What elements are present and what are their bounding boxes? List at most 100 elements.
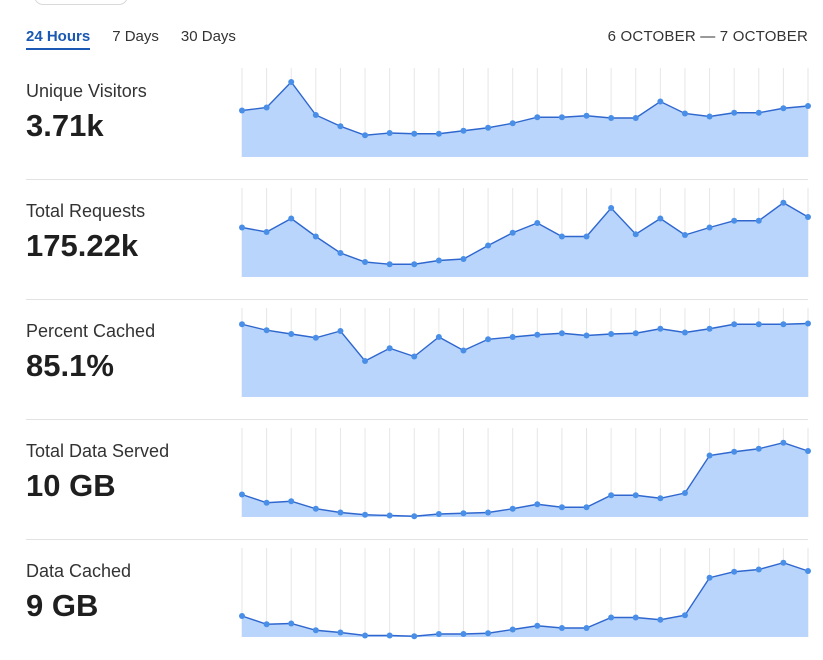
data-point [805, 448, 811, 454]
data-point [312, 505, 319, 512]
data-point [805, 103, 811, 109]
area-fill [242, 82, 808, 157]
data-point [435, 257, 442, 264]
data-point [435, 631, 442, 637]
data-point [460, 256, 467, 262]
metric-label: Total Requests [26, 201, 146, 221]
tab-24-hours[interactable]: 24 Hours [26, 27, 91, 50]
area-fill [242, 442, 808, 517]
data-point [337, 123, 344, 130]
data-point [509, 334, 516, 340]
data-point [731, 568, 738, 575]
data-point [288, 331, 295, 337]
data-point [558, 625, 565, 631]
data-point [362, 132, 369, 139]
data-point [263, 104, 270, 111]
data-point [239, 491, 245, 498]
data-point [583, 233, 590, 240]
data-point [583, 112, 590, 119]
divider [26, 419, 808, 420]
metric-value: 9 GB [26, 588, 99, 623]
metric-label: Unique Visitors [26, 81, 147, 101]
metric-percent-cached: Percent Cached 85.1% [26, 300, 811, 420]
data-point [386, 261, 393, 268]
metric-unique-visitors: Unique Visitors 3.71k [26, 60, 811, 180]
divider [26, 179, 808, 180]
data-point [312, 334, 319, 341]
data-point [755, 445, 762, 452]
metric-label: Total Data Served [26, 441, 170, 461]
metric-value: 85.1% [26, 348, 114, 383]
data-point [485, 124, 492, 131]
data-point [386, 130, 393, 136]
data-point [362, 358, 369, 364]
data-point [386, 632, 393, 639]
data-point [706, 224, 713, 231]
data-point [681, 612, 688, 619]
data-point [460, 127, 467, 134]
data-point [755, 321, 762, 328]
data-point [805, 568, 811, 574]
data-point [681, 232, 688, 238]
data-point [583, 625, 590, 631]
top-pill-control[interactable] [34, 0, 128, 5]
metric-total-requests: Total Requests 175.22k [26, 180, 811, 300]
data-point [681, 329, 688, 336]
data-point [337, 250, 344, 256]
data-point [485, 509, 492, 516]
area-fill [242, 323, 808, 397]
data-point [608, 492, 615, 499]
data-point [780, 105, 787, 112]
data-point [435, 511, 442, 517]
data-point [805, 214, 811, 220]
data-point [731, 448, 738, 455]
data-point [509, 626, 516, 633]
data-point [485, 630, 492, 637]
data-point [460, 347, 467, 354]
metric-data-cached: Data Cached 9 GB [26, 540, 811, 660]
data-point [805, 320, 811, 327]
tab-30-days[interactable]: 30 Days [180, 28, 236, 45]
data-point [780, 321, 787, 328]
data-point [263, 327, 270, 334]
data-point [706, 574, 713, 581]
data-point [755, 566, 762, 573]
data-point [731, 321, 738, 328]
data-point [657, 325, 664, 332]
tab-7-days[interactable]: 7 Days [112, 28, 159, 45]
data-point [780, 199, 787, 206]
data-point [435, 334, 442, 340]
data-point [386, 345, 393, 352]
metric-value: 175.22k [26, 228, 139, 263]
data-point [362, 632, 369, 639]
data-point [263, 499, 270, 506]
data-point [288, 620, 295, 627]
data-point [657, 495, 664, 502]
data-point [485, 242, 492, 249]
data-point [632, 492, 639, 499]
data-point [435, 130, 442, 137]
data-point [681, 110, 688, 117]
data-point [706, 113, 713, 120]
data-point [411, 633, 418, 640]
data-point [706, 452, 713, 459]
data-point [657, 98, 664, 105]
data-point [534, 622, 541, 629]
data-point [411, 513, 418, 520]
area-fill [242, 562, 808, 637]
sparkline-total-requests [239, 188, 811, 277]
data-point [239, 107, 245, 114]
data-point [509, 120, 516, 127]
data-point [558, 114, 565, 121]
data-point [386, 512, 393, 519]
divider [26, 539, 808, 540]
data-point [337, 509, 344, 516]
data-point [337, 328, 344, 334]
data-point [780, 559, 787, 566]
data-point [411, 130, 418, 137]
data-point [485, 336, 492, 343]
data-point [411, 353, 418, 360]
data-point [239, 613, 245, 619]
data-point [706, 325, 713, 332]
metric-value: 3.71k [26, 108, 104, 143]
